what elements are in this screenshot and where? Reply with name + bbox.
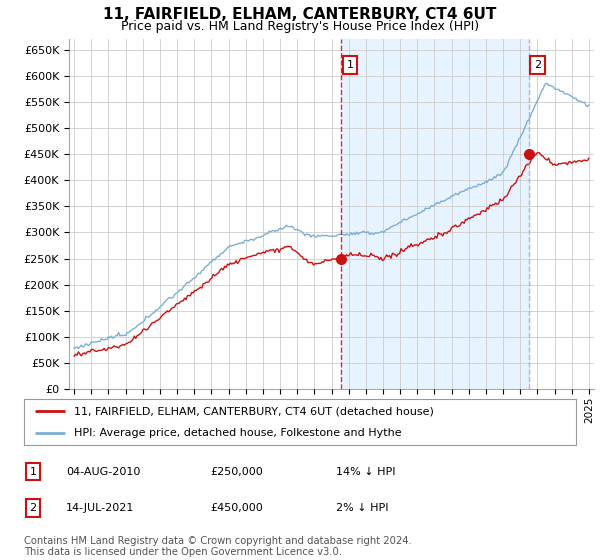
Text: HPI: Average price, detached house, Folkestone and Hythe: HPI: Average price, detached house, Folk… [74, 428, 401, 438]
Text: 04-AUG-2010: 04-AUG-2010 [66, 466, 140, 477]
Text: 1: 1 [347, 60, 353, 71]
Text: 2: 2 [29, 503, 37, 513]
Text: 1: 1 [29, 466, 37, 477]
Bar [341, 39, 529, 389]
Text: Contains HM Land Registry data © Crown copyright and database right 2024.
This d: Contains HM Land Registry data © Crown c… [24, 535, 412, 557]
Text: Price paid vs. HM Land Registry's House Price Index (HPI): Price paid vs. HM Land Registry's House … [121, 20, 479, 32]
Text: £450,000: £450,000 [210, 503, 263, 513]
Text: 2: 2 [535, 60, 541, 71]
Text: 14-JUL-2021: 14-JUL-2021 [66, 503, 134, 513]
Text: 2% ↓ HPI: 2% ↓ HPI [336, 503, 389, 513]
Text: 14% ↓ HPI: 14% ↓ HPI [336, 466, 395, 477]
Text: 11, FAIRFIELD, ELHAM, CANTERBURY, CT4 6UT: 11, FAIRFIELD, ELHAM, CANTERBURY, CT4 6U… [103, 7, 497, 22]
Text: £250,000: £250,000 [210, 466, 263, 477]
Text: 11, FAIRFIELD, ELHAM, CANTERBURY, CT4 6UT (detached house): 11, FAIRFIELD, ELHAM, CANTERBURY, CT4 6U… [74, 406, 434, 416]
